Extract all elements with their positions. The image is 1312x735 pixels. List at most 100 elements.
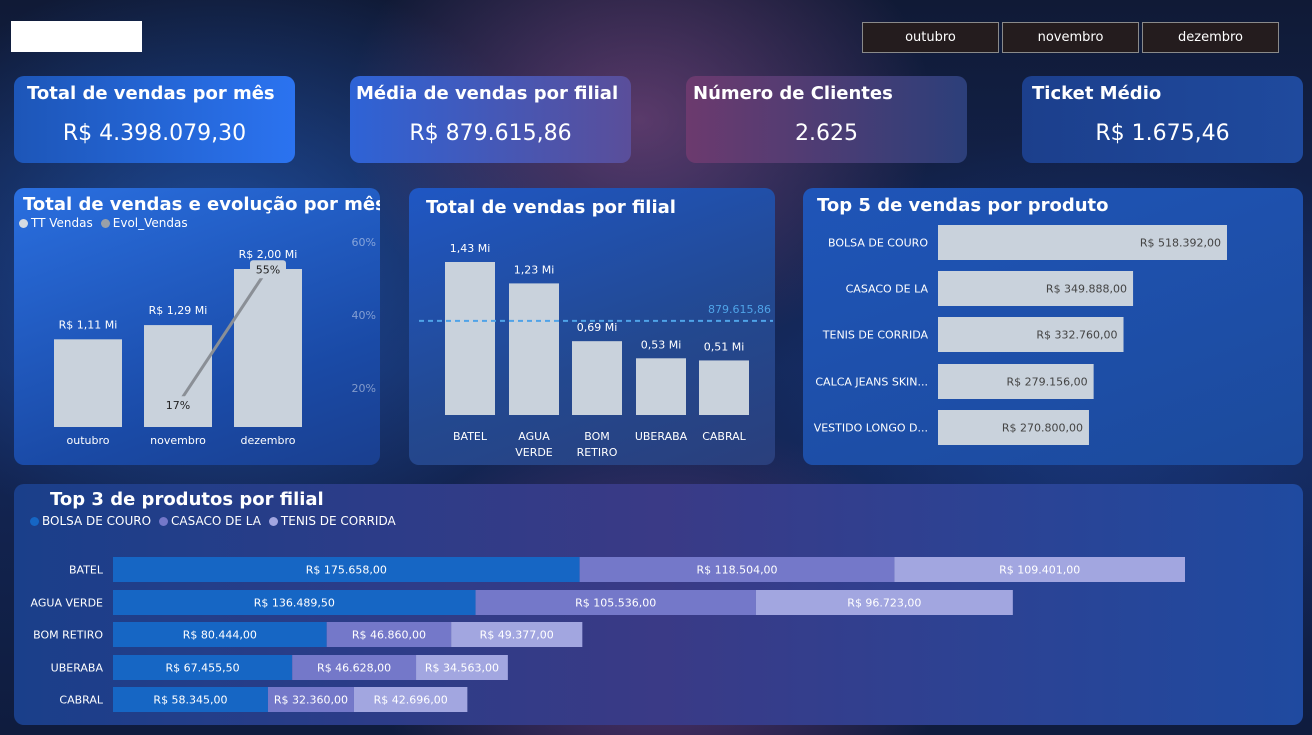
kpi-ticket-medio-card: Ticket Médio R$ 1.675,46 — [1022, 76, 1303, 163]
panel-title: Total de vendas e evolução por mês — [23, 194, 380, 215]
top3-by-branch-chart: BATEL R$ 175.658,00 R$ 118.504,00 R$ 109.40… — [31, 557, 1185, 712]
bar — [445, 262, 495, 415]
bar-data-label: R$ 105.536,00 — [575, 597, 656, 610]
kpi-value: R$ 1.675,46 — [1095, 121, 1230, 146]
bar-data-label: R$ 175.658,00 — [306, 564, 387, 577]
y-tick-label: VESTIDO LONGO D... — [814, 422, 928, 435]
slicer-dezembro-button[interactable]: dezembro — [1142, 22, 1279, 53]
x-tick-label: dezembro — [241, 434, 296, 447]
kpi-value: 2.625 — [795, 121, 858, 146]
monthly-sales-legend: TT Vendas Evol_Vendas — [19, 216, 188, 230]
kpi-total-vendas-card: Total de vendas por mês R$ 4.398.079,30 — [14, 76, 295, 163]
bar-data-label: R$ 46.860,00 — [352, 629, 426, 642]
bar — [699, 360, 749, 415]
stacked-bar-segment — [113, 687, 268, 712]
kpi-media-vendas-card: Média de vendas por filial R$ 879.615,86 — [350, 76, 631, 163]
month-slicer[interactable]: outubro novembro dezembro — [862, 22, 1279, 53]
x-tick-label: UBERABA — [635, 430, 688, 443]
legend-dot — [30, 516, 39, 526]
stacked-bar-segment — [475, 590, 756, 615]
kpi-title: Ticket Médio — [1032, 83, 1162, 104]
monthly-sales-panel: Total de vendas e evolução por mês TT Ve… — [14, 188, 380, 465]
y-tick-label: UBERABA — [51, 662, 104, 675]
bar — [572, 341, 622, 415]
y-tick-label: CALCA JEANS SKIN... — [815, 376, 928, 389]
slicer-novembro-button[interactable]: novembro — [1002, 22, 1139, 53]
bar-data-label: R$ 518.392,00 — [1140, 237, 1221, 250]
stacked-bar-segment — [579, 557, 895, 582]
line-data-label: 17% — [166, 399, 190, 412]
bar — [938, 271, 1134, 306]
bar-data-label: R$ 1,11 Mi — [59, 318, 118, 331]
bar-data-label: R$ 279.156,00 — [1007, 376, 1088, 389]
x-tick-label: CABRAL — [702, 430, 746, 443]
bar-data-label: R$ 1,29 Mi — [149, 304, 208, 317]
stacked-bar-segment — [326, 622, 452, 647]
bar-data-label: R$ 96.723,00 — [847, 597, 921, 610]
legend-dot — [159, 516, 169, 526]
y-tick-label: CABRAL — [59, 694, 103, 707]
stacked-bar-segment — [451, 622, 583, 647]
bar — [234, 269, 302, 427]
slicer-outubro-button[interactable]: outubro — [862, 22, 999, 53]
kpi-title: Média de vendas por filial — [356, 83, 619, 104]
panel-title: Total de vendas por filial — [426, 197, 676, 218]
legend-dot — [100, 218, 110, 228]
legend-item-bolsa: BOLSA DE COURO — [30, 514, 151, 528]
stacked-bar-segment — [416, 655, 508, 680]
y-tick-label: BOM RETIRO — [33, 629, 103, 642]
x-tick-label: BOM — [584, 430, 610, 443]
logo-placeholder — [11, 21, 142, 52]
legend-dot — [19, 218, 28, 228]
legend-dot — [268, 516, 278, 526]
line-data-label: 55% — [256, 263, 280, 276]
stacked-bar-segment — [113, 622, 327, 647]
bar-data-label: R$ 80.444,00 — [183, 629, 257, 642]
top3-legend: BOLSA DE COURO CASACO DE LA TENIS DE COR… — [30, 514, 396, 528]
branch-sales-panel: Total de vendas por filial 1,43 Mi BATEL 1… — [409, 188, 775, 465]
bar-data-label: 0,53 Mi — [641, 338, 682, 351]
kpi-title: Total de vendas por mês — [27, 83, 275, 104]
kpi-value: R$ 4.398.079,30 — [62, 121, 247, 146]
bar-data-label: R$ 136.489,50 — [254, 597, 335, 610]
line-label-box — [250, 260, 286, 279]
bar-data-label: R$ 349.888,00 — [1046, 283, 1127, 296]
bar-data-label: R$ 270.800,00 — [1002, 422, 1083, 435]
bar-data-label: R$ 332.760,00 — [1036, 329, 1117, 342]
kpi-value: R$ 879.615,86 — [409, 121, 572, 146]
bar-data-label: R$ 32.360,00 — [274, 694, 348, 707]
stacked-bar-segment — [113, 557, 580, 582]
bar — [636, 358, 686, 415]
legend-label: TT Vendas — [31, 216, 93, 230]
x-tick-label: BATEL — [453, 430, 488, 443]
bar-data-label: 0,51 Mi — [704, 340, 745, 353]
top5-products-chart: R$ 518.392,00 BOLSA DE COURO R$ 349.888,00… — [814, 225, 1227, 445]
top5-products-panel: Top 5 de vendas por produto R$ 518.392,0… — [803, 188, 1303, 465]
legend-item-evol-vendas: Evol_Vendas — [100, 216, 188, 230]
panel-title: Top 3 de produtos por filial — [50, 489, 324, 510]
x-tick-label: outubro — [67, 434, 110, 447]
x-tick-label: VERDE — [515, 446, 553, 459]
monthly-sales-chart: 20% 40% 60% R$ 1,11 Mi outubro R$ 1,29 Mi nove… — [54, 236, 376, 447]
bar-data-label: R$ 118.504,00 — [696, 564, 777, 577]
x-tick-label: AGUA — [518, 430, 550, 443]
y2-tick-label: 60% — [352, 236, 376, 249]
bar — [938, 364, 1094, 399]
legend-label: CASACO DE LA — [171, 514, 261, 528]
legend-label: Evol_Vendas — [112, 216, 188, 230]
panel-title: Top 5 de vendas por produto — [817, 195, 1109, 216]
bar-data-label: R$ 34.563,00 — [425, 662, 499, 675]
top3-by-branch-panel: Top 3 de produtos por filial BOLSA DE CO… — [14, 484, 1303, 725]
bar — [938, 410, 1089, 445]
y-tick-label: BATEL — [69, 564, 104, 577]
branch-sales-chart: 1,43 Mi BATEL 1,23 Mi AGUA VERDE 0,69 Mi BOM RE… — [419, 242, 773, 459]
legend-label: TENIS DE CORRIDA — [280, 514, 396, 528]
legend-label: BOLSA DE COURO — [42, 514, 152, 528]
stacked-bar-segment — [755, 590, 1013, 615]
bar-data-label: R$ 49.377,00 — [480, 629, 554, 642]
evolution-line — [176, 267, 270, 406]
bar-data-label: R$ 42.696,00 — [374, 694, 448, 707]
bar-data-label: R$ 109.401,00 — [999, 564, 1080, 577]
bar — [938, 317, 1124, 352]
stacked-bar-segment — [113, 590, 476, 615]
